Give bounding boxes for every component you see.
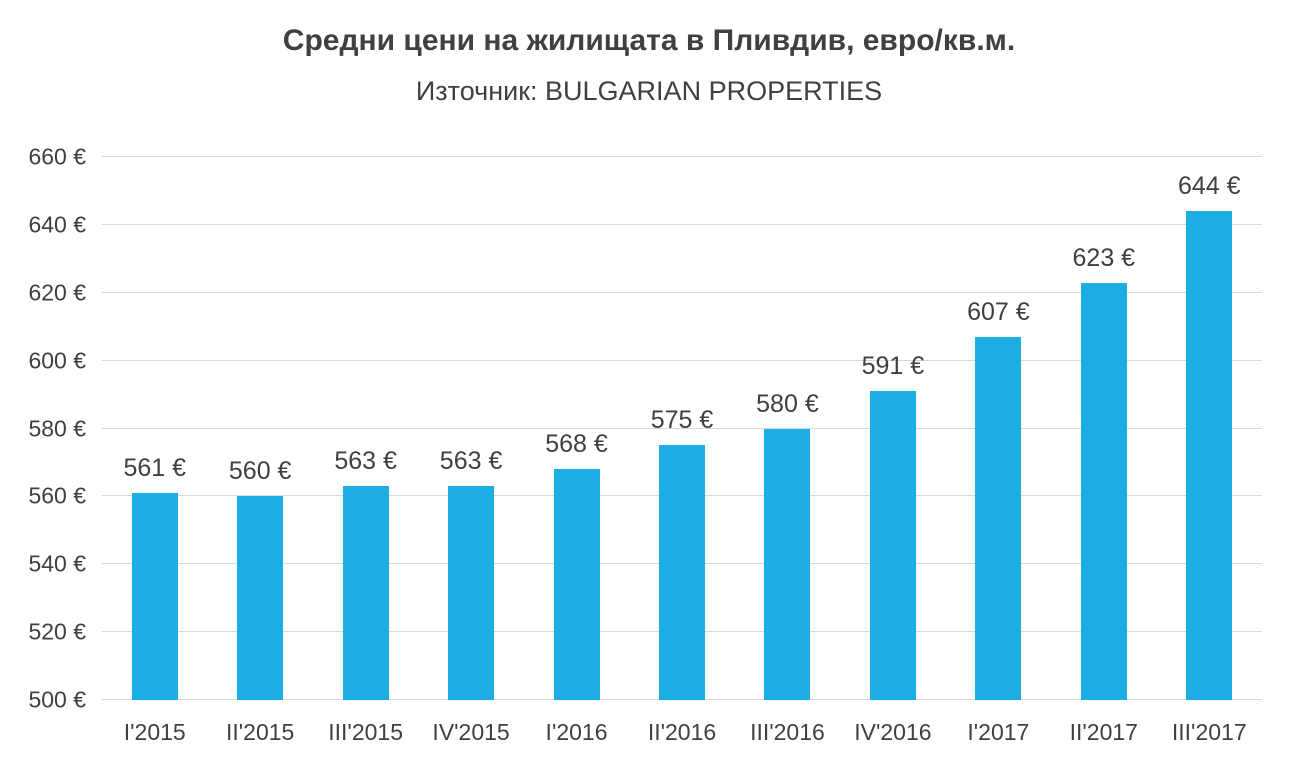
y-axis-tick-label: 600 € [28,347,86,374]
y-axis-tick-label: 520 € [28,618,86,645]
bar [553,469,600,700]
bar-slot: 591 € IV'2016 [840,157,945,745]
x-axis-tick-label: I'2016 [545,719,608,745]
bar [658,445,705,700]
gridline [102,291,1262,293]
chart-title: Средни цени на жилищата в Пливдив, евро/… [282,24,1016,57]
bar-value-label: 591 € [861,352,925,381]
bar [1186,211,1233,700]
y-axis-tick-label: 660 € [28,143,86,170]
gridline [102,223,1262,225]
x-axis-tick-label: I'2015 [123,719,186,745]
gridline [102,156,1262,157]
bar [237,496,284,700]
bar-slot: 568 € I'2016 [524,157,629,745]
bar-value-label: 607 € [967,297,1030,326]
bar-value-label: 561 € [123,453,186,482]
bar-value-label: 580 € [756,389,819,418]
bar-slot: 575 € II'2016 [629,157,734,745]
bar-slot: 644 € III'2017 [1157,157,1262,745]
gridline [102,359,1262,361]
bar-value-label: 560 € [228,457,292,486]
x-axis-tick-label: III'2017 [1171,719,1247,745]
bar [869,391,916,700]
x-axis-tick-label: II'2015 [226,719,295,745]
y-axis-tick-label: 620 € [28,279,86,306]
bar-slot: 561 € I'2015 [102,157,207,745]
bar-value-label: 563 € [439,447,503,476]
bar-value-label: 644 € [1177,172,1241,201]
bar-slot: 580 € III'2016 [735,157,840,746]
x-axis-tick-label: IV'2016 [854,719,932,745]
bar-slot: 563 € IV'2015 [418,157,523,745]
gridline [102,427,1262,429]
bar-slot: 560 € II'2015 [207,157,312,745]
y-axis: 500 € 520 € 540 € 560 € 580 € 600 € 620 € 640 €… [0,144,92,713]
y-axis-tick-label: 500 € [28,686,86,713]
bar-series: 561 € I'2015 560 € II'2015 563 € III'2015 563 … [102,157,1262,746]
bar-value-label: 623 € [1072,243,1136,272]
bar-value-label: 563 € [334,447,397,476]
bar [448,486,495,700]
x-axis-tick-label: IV'2015 [432,719,510,745]
bar [342,486,389,700]
x-axis-tick-label: II'2016 [647,719,717,745]
y-axis-tick-label: 640 € [28,211,86,238]
bar-value-label: 575 € [650,406,714,435]
x-axis-tick-label: III'2016 [750,719,825,745]
x-axis-tick-label: I'2017 [967,719,1030,745]
y-axis-tick-label: 540 € [28,550,86,577]
y-axis-tick-label: 560 € [28,482,86,509]
bar-value-label: 568 € [545,430,608,459]
bar [975,336,1022,700]
bar-slot: 607 € I'2017 [946,157,1051,745]
x-axis-tick-label: II'2017 [1069,719,1138,745]
chart-plot-area: 500 € 520 € 540 € 560 € 580 € 600 € 620 € 640 €… [0,144,1298,746]
bar-slot: 623 € II'2017 [1051,157,1156,745]
bar-slot: 563 € III'2015 [313,157,418,745]
bar [131,492,178,700]
x-axis-tick-label: III'2015 [328,719,403,745]
y-axis-tick-label: 580 € [28,415,86,441]
chart-subtitle: Източник: BULGARIAN PROPERTIES [415,76,883,106]
bar [1080,282,1127,700]
bar [764,428,811,700]
plot: 561 € I'2015 560 € II'2015 563 € III'2015 563 … [102,156,1262,746]
